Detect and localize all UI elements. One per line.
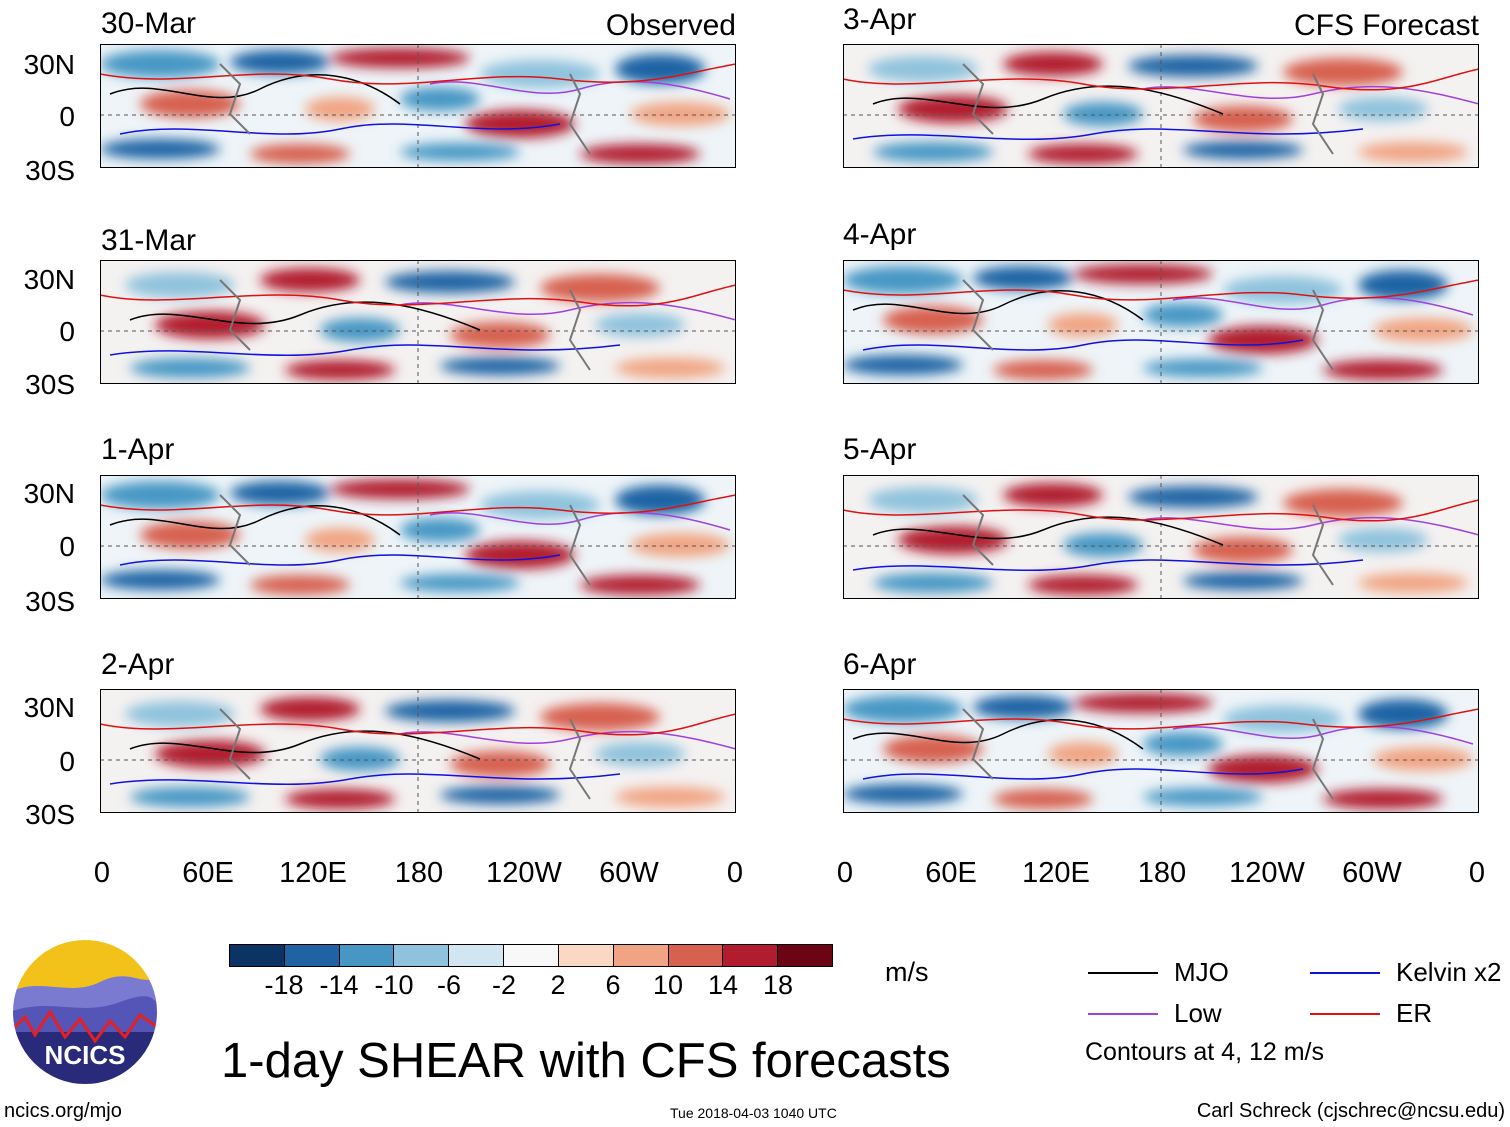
colorbar-box xyxy=(723,945,779,966)
map-panel-forecast-1 xyxy=(843,44,1479,168)
ncics-logo: NCICS xyxy=(10,937,160,1087)
ncics-logo-icon: NCICS xyxy=(11,938,159,1086)
lon-label: 180 xyxy=(1137,857,1187,889)
legend-label: ER xyxy=(1396,998,1433,1028)
lat-label: 30S xyxy=(25,155,75,186)
forecast-label: CFS Forecast xyxy=(1293,9,1479,42)
lon-label: 60E xyxy=(925,857,977,889)
lon-label: 0 xyxy=(726,857,744,889)
legend-item-er: ER xyxy=(1310,998,1432,1029)
lon-label: 0 xyxy=(1468,857,1486,889)
legend-label: Kelvin x2 xyxy=(1396,957,1502,987)
legend-label: MJO xyxy=(1174,957,1229,987)
colorbar-box xyxy=(230,945,285,966)
colorbar-tick: -10 xyxy=(374,970,414,1000)
lon-label: 60W xyxy=(599,857,659,889)
shear-map xyxy=(843,44,1479,168)
page-title: 1-day SHEAR with CFS forecasts xyxy=(221,1034,951,1088)
colorbar-tick: 10 xyxy=(652,970,684,1000)
date-label: 3-Apr xyxy=(843,3,917,36)
date-label: 2-Apr xyxy=(101,648,175,681)
map-panel-observed-2 xyxy=(100,260,736,384)
footer-credit: Carl Schreck (cjschrec@ncsu.edu) xyxy=(1196,1100,1505,1122)
map-panel-observed-1 xyxy=(100,44,736,168)
colorbar-unit: m/s xyxy=(885,957,929,987)
colorbar-tick: 2 xyxy=(550,970,566,1000)
shear-map xyxy=(843,689,1479,813)
lon-label: 180 xyxy=(394,857,444,889)
shear-map xyxy=(843,475,1479,599)
map-panel-forecast-4 xyxy=(843,689,1479,813)
lon-label: 120E xyxy=(279,857,347,889)
lat-label: 30S xyxy=(25,799,75,830)
lon-label: 60W xyxy=(1342,857,1402,889)
legend-line-mjo xyxy=(1088,971,1158,974)
shear-map xyxy=(843,260,1479,384)
legend-label: Low xyxy=(1174,998,1222,1028)
observed-label: Observed xyxy=(605,9,736,42)
colorbar-box xyxy=(613,945,669,966)
legend-item-kelvin: Kelvin x2 xyxy=(1310,957,1502,988)
map-panel-observed-3 xyxy=(100,475,736,599)
lon-label: 120E xyxy=(1022,857,1090,889)
lat-label: 30N xyxy=(23,264,75,295)
lon-label: 0 xyxy=(836,857,854,889)
legend-item-low: Low xyxy=(1088,998,1222,1029)
footer-timestamp: Tue 2018-04-03 1040 UTC xyxy=(670,1105,837,1121)
legend-line-kelvin xyxy=(1310,971,1380,974)
date-label: 6-Apr xyxy=(843,648,917,681)
legend-line-low xyxy=(1088,1012,1158,1015)
colorbar-tick: 6 xyxy=(605,970,621,1000)
colorbar-tick: 18 xyxy=(762,970,794,1000)
legend-line-er xyxy=(1310,1012,1380,1015)
lat-label: 30S xyxy=(25,369,75,400)
colorbar-box xyxy=(339,945,395,966)
colorbar-box xyxy=(284,945,340,966)
colorbar-box xyxy=(504,945,559,966)
colorbar-box xyxy=(394,945,450,966)
date-label: 31-Mar xyxy=(101,224,197,257)
lat-label: 30S xyxy=(25,586,75,617)
lat-label: 30N xyxy=(23,692,75,723)
lat-label: 0 xyxy=(59,531,75,562)
shear-map xyxy=(100,475,736,599)
colorbar-tick: -2 xyxy=(491,970,517,1000)
lon-label: 0 xyxy=(93,857,111,889)
lat-label: 0 xyxy=(59,746,75,777)
map-panel-forecast-2 xyxy=(843,260,1479,384)
map-panel-observed-4 xyxy=(100,689,736,813)
lat-label: 0 xyxy=(59,101,75,132)
lon-label: 120W xyxy=(1229,857,1305,889)
date-label: 4-Apr xyxy=(843,218,917,251)
colorbar-tick: -18 xyxy=(264,970,304,1000)
colorbar-box xyxy=(778,945,832,966)
colorbar-box xyxy=(558,945,614,966)
date-label: 5-Apr xyxy=(843,433,917,466)
colorbar-tick: 14 xyxy=(707,970,739,1000)
colorbar-tick: -14 xyxy=(319,970,359,1000)
lat-label: 0 xyxy=(59,316,75,347)
colorbar-tick: -6 xyxy=(436,970,462,1000)
date-label: 30-Mar xyxy=(101,7,197,40)
colorbar-box xyxy=(449,945,505,966)
lon-label: 120W xyxy=(486,857,562,889)
legend-note: Contours at 4, 12 m/s xyxy=(1085,1038,1325,1066)
map-panel-forecast-3 xyxy=(843,475,1479,599)
footer-url[interactable]: ncics.org/mjo xyxy=(4,1100,122,1122)
lon-label: 60E xyxy=(182,857,234,889)
lat-label: 30N xyxy=(23,49,75,80)
colorbar-box xyxy=(668,945,724,966)
shear-map xyxy=(100,689,736,813)
lat-label: 30N xyxy=(23,478,75,509)
legend-item-mjo: MJO xyxy=(1088,957,1229,988)
colorbar xyxy=(229,944,833,967)
shear-map xyxy=(100,260,736,384)
date-label: 1-Apr xyxy=(101,433,175,466)
shear-map xyxy=(100,44,736,168)
logo-text: NCICS xyxy=(45,1040,126,1070)
